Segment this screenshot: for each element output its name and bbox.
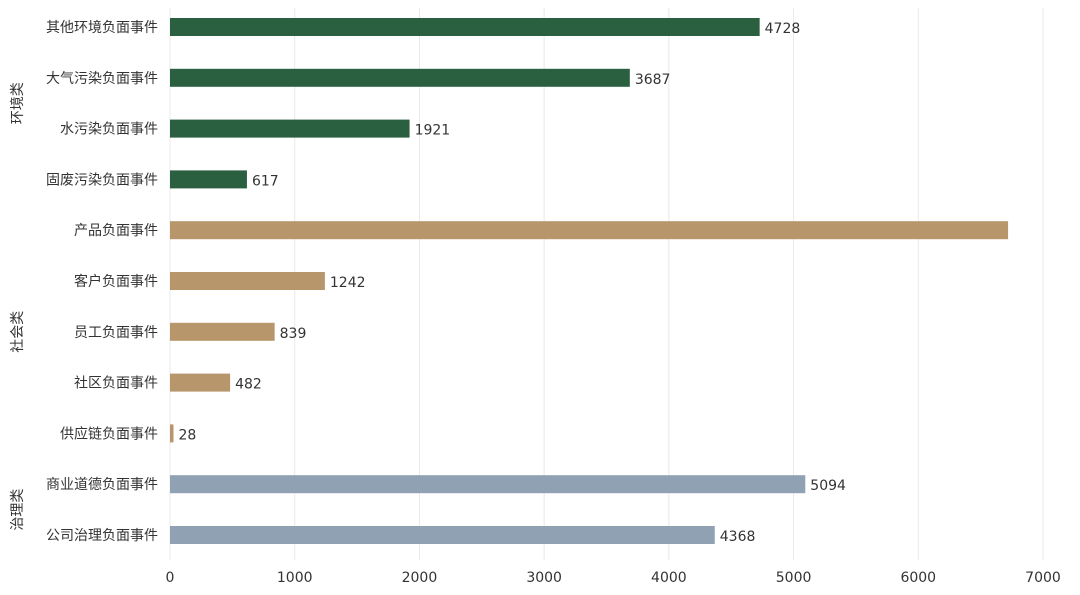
x-tick-label: 1000 — [277, 570, 313, 586]
data-label: 4368 — [720, 529, 756, 545]
category-label: 客户负面事件 — [74, 273, 158, 290]
data-label: 5094 — [810, 478, 846, 494]
category-label: 其他环境负面事件 — [46, 20, 158, 36]
category-label: 固废污染负面事件 — [46, 172, 158, 188]
bar — [170, 424, 174, 443]
bar — [170, 170, 247, 189]
category-label: 商业道德负面事件 — [46, 477, 158, 493]
data-label: 1242 — [330, 275, 366, 291]
bar — [170, 526, 715, 544]
bar — [170, 119, 410, 138]
bar — [170, 18, 760, 36]
group-label: 社会类 — [10, 311, 26, 353]
data-label: 28 — [178, 427, 196, 443]
category-label: 公司治理负面事件 — [46, 528, 158, 544]
data-label: 1921 — [415, 123, 451, 139]
bar — [170, 475, 806, 494]
category-label: 大气污染负面事件 — [46, 71, 158, 87]
category-label: 员工负面事件 — [74, 325, 158, 341]
x-tick-label: 6000 — [900, 570, 936, 586]
bar — [170, 373, 231, 392]
bar — [170, 322, 275, 341]
category-label: 产品负面事件 — [74, 223, 158, 239]
x-tick-label: 4000 — [651, 570, 687, 586]
data-label: 3687 — [635, 72, 671, 88]
category-label: 水污染负面事件 — [60, 122, 158, 138]
data-label: 482 — [235, 377, 262, 393]
x-tick-label: 7000 — [1025, 570, 1061, 586]
data-label: 617 — [252, 173, 279, 189]
x-tick-label: 0 — [166, 570, 175, 586]
group-label: 治理类 — [10, 489, 26, 531]
data-label: 4728 — [765, 21, 801, 37]
x-tick-label: 5000 — [776, 570, 812, 586]
group-label: 环境类 — [10, 82, 26, 124]
category-label: 社区负面事件 — [74, 376, 158, 392]
data-label: 839 — [280, 326, 307, 342]
category-label: 供应链负面事件 — [60, 425, 158, 442]
bar — [170, 272, 325, 290]
x-tick-label: 3000 — [526, 570, 562, 586]
x-tick-label: 2000 — [402, 570, 438, 586]
bar — [170, 221, 1009, 240]
bar — [170, 68, 630, 87]
